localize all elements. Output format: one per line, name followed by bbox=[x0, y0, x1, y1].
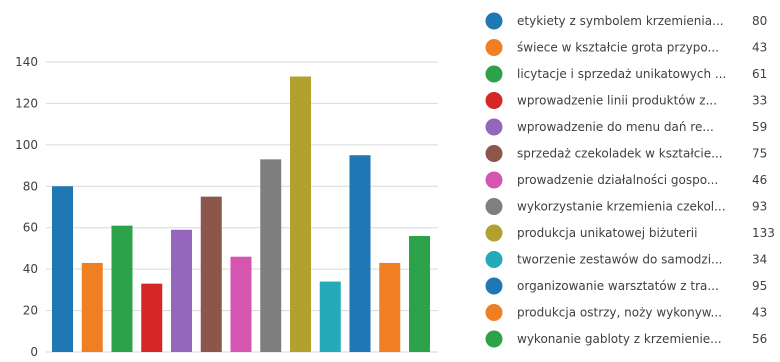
legend-label: wykorzystanie krzemienia czekol... bbox=[517, 200, 726, 214]
y-tick-label: 60 bbox=[23, 221, 38, 235]
legend-marker bbox=[485, 304, 503, 321]
legend-marker bbox=[485, 65, 503, 83]
legend-value: 43 bbox=[752, 41, 767, 55]
legend-value: 43 bbox=[752, 306, 767, 320]
legend-item: produkcja ostrzy, noży wykonyw... 43 bbox=[485, 304, 767, 321]
y-axis: 0 20 40 60 80 100 120 140 bbox=[15, 55, 38, 359]
legend-marker bbox=[485, 145, 503, 162]
bar-4 bbox=[141, 283, 163, 352]
legend-marker bbox=[485, 92, 503, 109]
y-tick-label: 40 bbox=[23, 262, 38, 276]
legend-item: sprzedaż czekoladek w kształcie... 75 bbox=[485, 145, 767, 162]
legend: etykiety z symbolem krzemienia... 80 świec… bbox=[485, 12, 775, 348]
legend-marker bbox=[485, 198, 503, 215]
legend-item: licytacje i sprzedaż unikatowych ... 61 bbox=[485, 65, 767, 83]
legend-label: organizowanie warsztatów z tra... bbox=[517, 279, 719, 293]
legend-marker bbox=[485, 12, 503, 30]
legend-value: 93 bbox=[752, 200, 767, 214]
legend-value: 61 bbox=[752, 67, 767, 81]
bar-10 bbox=[319, 281, 341, 352]
legend-item: tworzenie zestawów do samodzi... 34 bbox=[485, 251, 767, 268]
legend-label: produkcja ostrzy, noży wykonyw... bbox=[517, 306, 722, 320]
y-tick-label: 20 bbox=[23, 304, 38, 318]
bar-6 bbox=[200, 196, 222, 352]
y-tick-label: 100 bbox=[15, 138, 38, 152]
legend-value: 133 bbox=[752, 226, 775, 240]
y-tick-label: 0 bbox=[30, 345, 38, 359]
legend-item: wprowadzenie do menu dań re... 59 bbox=[485, 118, 767, 136]
legend-item: wykorzystanie krzemienia czekol... 93 bbox=[485, 198, 767, 215]
legend-marker bbox=[485, 224, 503, 242]
bar-7 bbox=[230, 256, 252, 352]
legend-marker bbox=[485, 251, 503, 268]
legend-label: sprzedaż czekoladek w kształcie... bbox=[517, 147, 723, 161]
legend-item: produkcja unikatowej biżuterii 133 bbox=[485, 224, 775, 242]
legend-label: świece w kształcie grota przypo... bbox=[517, 41, 719, 55]
y-tick-label: 140 bbox=[15, 55, 38, 69]
bar-11 bbox=[349, 155, 371, 352]
y-tick-label: 120 bbox=[15, 96, 38, 110]
legend-item: wprowadzenie linii produktów z... 33 bbox=[485, 92, 767, 109]
bars bbox=[52, 76, 430, 352]
legend-value: 59 bbox=[752, 120, 767, 134]
legend-item: organizowanie warsztatów z tra... 95 bbox=[485, 277, 767, 295]
legend-value: 34 bbox=[752, 253, 767, 267]
legend-value: 80 bbox=[752, 14, 767, 28]
legend-value: 33 bbox=[752, 94, 767, 108]
legend-marker bbox=[485, 39, 503, 56]
legend-item: świece w kształcie grota przypo... 43 bbox=[485, 39, 767, 56]
legend-value: 75 bbox=[752, 147, 767, 161]
bar-8 bbox=[260, 159, 282, 352]
legend-value: 95 bbox=[752, 279, 767, 293]
legend-item: prowadzenie działalności gospo... 46 bbox=[485, 171, 767, 189]
legend-item: etykiety z symbolem krzemienia... 80 bbox=[485, 12, 767, 30]
bar-12 bbox=[379, 262, 401, 352]
bar-13 bbox=[409, 236, 430, 352]
legend-label: prowadzenie działalności gospo... bbox=[517, 173, 718, 187]
legend-label: licytacje i sprzedaż unikatowych ... bbox=[517, 67, 726, 81]
legend-label: produkcja unikatowej biżuterii bbox=[517, 226, 697, 240]
bar-1 bbox=[52, 186, 73, 352]
legend-marker bbox=[485, 171, 503, 189]
legend-marker bbox=[485, 277, 503, 295]
legend-marker bbox=[485, 330, 503, 348]
y-tick-label: 80 bbox=[23, 179, 38, 193]
bar-3 bbox=[111, 225, 133, 352]
legend-value: 56 bbox=[752, 332, 767, 346]
legend-value: 46 bbox=[752, 173, 767, 187]
bar-2 bbox=[81, 262, 103, 352]
legend-label: wykonanie gabloty z krzemienie... bbox=[517, 332, 722, 346]
legend-item: wykonanie gabloty z krzemienie... 56 bbox=[485, 330, 767, 348]
legend-marker bbox=[485, 118, 503, 136]
legend-label: etykiety z symbolem krzemienia... bbox=[517, 14, 724, 28]
legend-label: wprowadzenie do menu dań re... bbox=[517, 120, 714, 134]
legend-label: tworzenie zestawów do samodzi... bbox=[517, 253, 723, 267]
legend-label: wprowadzenie linii produktów z... bbox=[517, 94, 717, 108]
bar-9 bbox=[290, 76, 311, 352]
bar-5 bbox=[171, 229, 192, 352]
